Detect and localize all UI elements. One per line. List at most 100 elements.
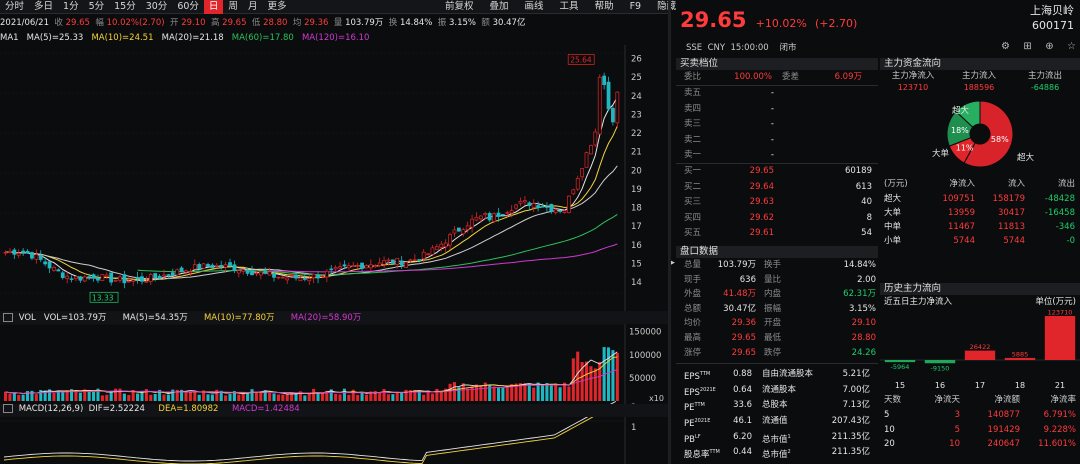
period-tab[interactable]: 多日: [34, 0, 54, 12]
pie-slice: [955, 100, 981, 128]
volume-bar: [435, 388, 439, 401]
candle-body: [562, 210, 567, 213]
vol-axis-unit: x10: [649, 394, 664, 403]
hist-rate: 9.228%: [1043, 424, 1076, 435]
vol-name[interactable]: VOL: [18, 313, 36, 323]
cf-value: -64886: [1030, 83, 1060, 92]
fund-label-wrap: 总股本: [762, 398, 826, 414]
order-level-row[interactable]: 卖二 -: [676, 133, 878, 148]
volume-bar: [114, 388, 118, 401]
info-high-label: 高: [210, 18, 220, 28]
order-book-title: 买卖档位: [676, 58, 878, 70]
volume-bar: [294, 393, 298, 401]
order-level-row[interactable]: 买五 29.61 54: [676, 226, 878, 241]
candle-body: [351, 265, 356, 267]
level-volume: [774, 102, 872, 117]
tool-menu-item[interactable]: 画线: [524, 1, 544, 12]
volume-bar: [325, 390, 329, 401]
candle-body: [285, 277, 290, 281]
fundamental-row: PETTM 33.6 总股本 7.13亿: [676, 398, 878, 414]
tool-menu-item[interactable]: 前复权: [445, 1, 474, 12]
period-tab[interactable]: 15分: [114, 0, 136, 12]
order-level-row[interactable]: 卖三 -: [676, 117, 878, 132]
collapse-arrow-icon[interactable]: ▶: [668, 258, 675, 268]
cf-row-net: 11467: [947, 222, 975, 233]
volume-bar: [158, 389, 162, 401]
add-icon[interactable]: ⊕: [1045, 40, 1054, 52]
period-tab[interactable]: 更多: [267, 0, 287, 12]
candle-body: [549, 203, 554, 212]
candle-body: [501, 214, 505, 216]
period-tab[interactable]: 月: [247, 0, 258, 12]
cf-row-label: 超大: [884, 194, 902, 205]
period-tab[interactable]: 1分: [63, 0, 79, 12]
order-level-row[interactable]: 卖一 -: [676, 148, 878, 163]
order-level-row[interactable]: 买二 29.64 613: [676, 180, 878, 195]
volume-bar: [109, 391, 113, 401]
candle-body: [470, 218, 474, 228]
volume-bar: [136, 393, 140, 401]
tool-menu-item[interactable]: 叠加: [489, 1, 509, 12]
level-volume: 613: [855, 181, 872, 192]
hist-net-days: 5: [954, 424, 960, 435]
price-axis-label: 17: [631, 222, 642, 232]
md-label: 外盘: [684, 289, 702, 300]
candle-body: [320, 275, 325, 278]
macd-name[interactable]: MACD(12,26,9): [18, 404, 84, 414]
md-label: 振幅: [764, 303, 782, 314]
order-level-row[interactable]: 卖五 -: [676, 86, 878, 101]
volume-bar: [479, 386, 483, 401]
level-label: 卖三: [684, 119, 702, 130]
vol-toggle-icon[interactable]: [3, 313, 13, 322]
period-tab[interactable]: 30分: [145, 0, 168, 12]
tool-menu-item[interactable]: 隐藏: [657, 1, 677, 12]
level-price: 29.63: [749, 197, 774, 208]
period-tab[interactable]: 5分: [88, 0, 105, 12]
volume-bar: [224, 395, 228, 401]
hist-bar-label: 5885: [1012, 350, 1029, 358]
period-tab[interactable]: 分时: [5, 0, 25, 12]
candle-body: [47, 261, 52, 269]
candle-body: [584, 152, 589, 168]
grid-icon[interactable]: ⊞: [1023, 40, 1032, 52]
hist-day-label: 18: [1015, 381, 1025, 390]
candle-body: [170, 272, 175, 276]
tool-menu-item[interactable]: 帮助: [594, 1, 614, 12]
volume-bar: [65, 390, 69, 401]
order-level-row[interactable]: 买三 29.63 40: [676, 195, 878, 210]
macd-lines: [0, 401, 625, 464]
volume-bar: [202, 390, 206, 401]
candle-body: [100, 274, 105, 282]
gear-icon[interactable]: ⚙: [1001, 40, 1010, 52]
candle-body: [298, 277, 303, 282]
tool-menu-item[interactable]: 工具: [559, 1, 579, 12]
ma10-value: MA(10)=24.51: [91, 33, 154, 43]
pie-slice-label: 58%: [991, 135, 1009, 144]
md-value: 3.15%: [848, 303, 876, 314]
fund-label-wrap: PBLF: [684, 430, 728, 446]
candle-body: [456, 227, 461, 232]
candle-body: [615, 91, 620, 124]
order-level-row[interactable]: 卖四 -: [676, 102, 878, 117]
order-level-row[interactable]: 买一 29.65 60189: [676, 164, 878, 179]
hist-bar-label: -9150: [931, 364, 950, 372]
level-label: 卖一: [684, 149, 702, 160]
md-value: 30.47亿: [723, 303, 756, 314]
volume-bar: [312, 388, 316, 401]
volume-axis: 150000 100000 50000 x10: [629, 328, 664, 403]
tool-menu-item[interactable]: F9: [629, 1, 642, 12]
order-level-row[interactable]: 买四 29.62 8: [676, 211, 878, 226]
macd-toggle-icon[interactable]: [3, 404, 13, 413]
period-tab[interactable]: 周: [228, 0, 238, 12]
candle-body: [399, 260, 404, 266]
candle-body: [276, 276, 281, 279]
volume-bar: [74, 390, 78, 401]
info-close: 29.65: [65, 18, 90, 28]
period-tab[interactable]: 日: [203, 0, 224, 14]
period-tab[interactable]: 60分: [177, 0, 199, 12]
candle-body: [184, 270, 188, 273]
star-icon[interactable]: ☆: [1067, 40, 1076, 52]
ma-name[interactable]: MA1: [0, 33, 19, 43]
